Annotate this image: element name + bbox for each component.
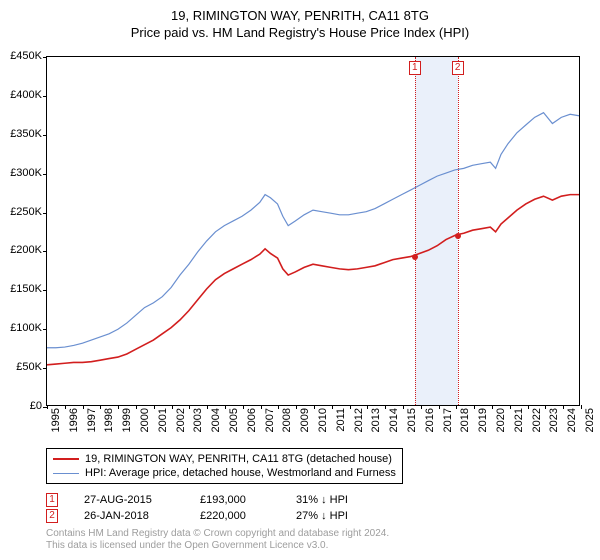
x-tick-label: 2005 — [228, 408, 240, 432]
y-tick-label: £200K — [10, 244, 42, 256]
legend-item: HPI: Average price, detached house, West… — [53, 466, 396, 480]
sale-price: £193,000 — [200, 494, 270, 506]
x-tick-label: 2021 — [513, 408, 525, 432]
x-tick-label: 2010 — [317, 408, 329, 432]
y-tick-label: £350K — [10, 128, 42, 140]
x-tick-label: 2022 — [531, 408, 543, 432]
footnote-line2: This data is licensed under the Open Gov… — [46, 540, 389, 552]
x-tick-label: 2008 — [281, 408, 293, 432]
x-tick-label: 1999 — [121, 408, 133, 432]
x-tick-label: 1995 — [50, 408, 62, 432]
sale-date: 27-AUG-2015 — [84, 494, 174, 506]
series-property — [47, 195, 579, 365]
sale-hpi: 27% ↓ HPI — [296, 510, 396, 522]
sale-date: 26-JAN-2018 — [84, 510, 174, 522]
legend-swatch — [53, 473, 79, 474]
legend-label: HPI: Average price, detached house, West… — [85, 466, 396, 480]
y-tick-label: £300K — [10, 167, 42, 179]
x-tick-label: 1996 — [68, 408, 80, 432]
x-tick-label: 2016 — [424, 408, 436, 432]
x-tick-label: 1998 — [103, 408, 115, 432]
legend-item: 19, RIMINGTON WAY, PENRITH, CA11 8TG (de… — [53, 452, 396, 466]
footnote: Contains HM Land Registry data © Crown c… — [46, 528, 389, 552]
x-tick-label: 2003 — [192, 408, 204, 432]
y-tick-label: £250K — [10, 206, 42, 218]
x-tick-label: 2004 — [210, 408, 222, 432]
x-tick-label: 2017 — [442, 408, 454, 432]
x-tick-label: 2007 — [264, 408, 276, 432]
x-tick-label: 1997 — [86, 408, 98, 432]
y-axis-labels: £0£50K£100K£150K£200K£250K£300K£350K£400… — [0, 56, 44, 406]
series-hpi — [47, 113, 579, 348]
x-tick-label: 2014 — [388, 408, 400, 432]
x-tick-label: 2009 — [299, 408, 311, 432]
sales-table: 1 27-AUG-2015 £193,000 31% ↓ HPI 2 26-JAN-201… — [46, 492, 396, 524]
x-tick-label: 2000 — [139, 408, 151, 432]
x-tick-label: 2006 — [246, 408, 258, 432]
x-axis-labels: 1995 1996 1997 1998 1999 2000 2001 2002 2003 2004… — [46, 406, 580, 446]
chart-legend: 19, RIMINGTON WAY, PENRITH, CA11 8TG (de… — [46, 448, 403, 484]
page-title: 19, RIMINGTON WAY, PENRITH, CA11 8TG — [0, 8, 600, 23]
y-tick-label: £450K — [10, 50, 42, 62]
sale-row: 1 27-AUG-2015 £193,000 31% ↓ HPI — [46, 492, 396, 508]
x-tick-label: 2023 — [548, 408, 560, 432]
x-tick-label: 2002 — [175, 408, 187, 432]
x-tick-label: 2015 — [406, 408, 418, 432]
x-tick-label: 2025 — [584, 408, 596, 432]
page-subtitle: Price paid vs. HM Land Registry's House … — [0, 25, 600, 40]
x-tick-label: 2012 — [353, 408, 365, 432]
sale-hpi: 31% ↓ HPI — [296, 494, 396, 506]
sale-marker-1: 1 — [409, 61, 421, 75]
sale-price: £220,000 — [200, 510, 270, 522]
sale-badge: 2 — [46, 509, 58, 523]
price-chart: 12 — [46, 56, 580, 406]
footnote-line1: Contains HM Land Registry data © Crown c… — [46, 528, 389, 540]
sale-badge: 1 — [46, 493, 58, 507]
y-tick-label: £0 — [30, 400, 42, 412]
sale-marker-2: 2 — [452, 61, 464, 75]
x-tick-label: 2001 — [157, 408, 169, 432]
y-tick-label: £150K — [10, 283, 42, 295]
legend-swatch — [53, 458, 79, 460]
x-tick-label: 2020 — [495, 408, 507, 432]
x-tick-label: 2018 — [459, 408, 471, 432]
y-tick-label: £50K — [16, 361, 42, 373]
y-tick-label: £400K — [10, 89, 42, 101]
x-tick-label: 2024 — [566, 408, 578, 432]
x-tick-label: 2011 — [335, 408, 347, 432]
x-tick-label: 2019 — [477, 408, 489, 432]
y-tick-label: £100K — [10, 322, 42, 334]
sale-row: 2 26-JAN-2018 £220,000 27% ↓ HPI — [46, 508, 396, 524]
x-tick-label: 2013 — [370, 408, 382, 432]
legend-label: 19, RIMINGTON WAY, PENRITH, CA11 8TG (de… — [85, 452, 392, 466]
